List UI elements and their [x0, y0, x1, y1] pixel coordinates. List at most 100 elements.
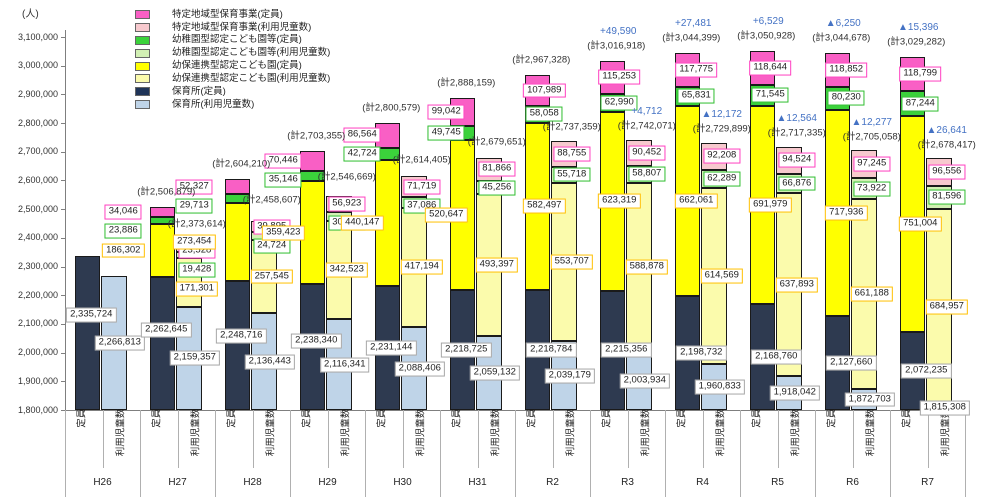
axis-bar-label-riyo: 利用児童数 — [340, 408, 352, 457]
legend-label: 幼稚園型認定こども園等(定員) — [172, 34, 302, 46]
y-axis-tick — [61, 65, 65, 67]
bar-label-separator — [327, 410, 329, 468]
value-label-R6-riyo-yochien: 73,922 — [853, 181, 891, 197]
value-label-H27-teiin-tokutei: 34,046 — [104, 204, 142, 220]
diff-label-R3-riyo: +4,712 — [631, 105, 663, 117]
value-label-R6-riyo-yoho: 661,188 — [850, 286, 893, 302]
value-label-H29-teiin-yoho: 359,423 — [262, 225, 305, 241]
total-label-R5-riyo: (計2,717,335) — [767, 127, 826, 139]
axis-bar-label-teiin: 定員 — [301, 408, 313, 428]
value-label-R4-teiin-hoikusho: 2,198,732 — [676, 345, 727, 361]
legend-label: 特定地域型保育事業(利用児童数) — [172, 21, 312, 33]
category-separator — [515, 410, 516, 497]
y-axis-tick-label: 2,100,000 — [17, 318, 58, 329]
value-label-R3-teiin-yochien: 62,990 — [600, 95, 638, 111]
y-axis-tick-label: 2,800,000 — [17, 117, 58, 128]
axis-year-label: R5 — [771, 477, 784, 488]
y-axis-tick — [61, 381, 65, 383]
value-label-R5-teiin-yochien: 71,545 — [751, 87, 789, 103]
y-axis-tick — [61, 180, 65, 182]
bar-label-separator — [177, 410, 179, 468]
y-axis-tick-label: 1,800,000 — [17, 404, 58, 415]
value-label-R4-riyo-yoho: 614,569 — [700, 268, 743, 284]
diff-label-R4-riyo: ▲12,172 — [701, 109, 742, 121]
axis-year-label: R6 — [846, 477, 859, 488]
bar-label-separator — [477, 410, 479, 468]
total-label-R3-teiin: (計3,016,918) — [587, 40, 646, 52]
value-label-H31-riyo-hoikusho: 2,059,132 — [469, 365, 520, 381]
legend-item: 幼稚園型認定こども園等(利用児童数) — [135, 47, 330, 60]
diff-label-R4-teiin: +27,481 — [675, 17, 712, 29]
value-label-R6-teiin-tokutei: 118,852 — [825, 62, 868, 78]
axis-bar-label-riyo: 利用児童数 — [640, 408, 652, 457]
value-label-R3-teiin-yoho: 623,319 — [598, 193, 641, 209]
axis-bar-label-teiin: 定員 — [826, 408, 838, 428]
axis-bar-label-teiin: 定員 — [751, 408, 763, 428]
value-label-H31-riyo-yoho: 493,397 — [475, 257, 518, 273]
value-label-R4-teiin-tokutei: 117,775 — [675, 62, 718, 78]
bar-segment-yochien-teiin-H28 — [224, 194, 250, 203]
legend-label: 幼保連携型認定こども園(定員) — [172, 60, 302, 72]
category-separator — [290, 410, 291, 497]
value-label-H29-riyo-hoikusho: 2,116,341 — [319, 357, 370, 373]
y-axis-tick-label: 2,300,000 — [17, 261, 58, 272]
y-axis-unit-label: (人) — [22, 9, 39, 20]
value-label-H28-teiin-yochien: 29,713 — [175, 198, 213, 214]
y-axis-tick — [61, 266, 65, 268]
value-label-R6-teiin-yochien: 80,230 — [827, 91, 865, 106]
y-axis-tick — [61, 323, 65, 325]
value-label-H27-riyo-yoho: 171,301 — [175, 281, 218, 297]
axis-year-label: R4 — [696, 477, 709, 488]
value-label-R4-riyo-tokutei: 92,208 — [703, 148, 741, 164]
category-separator — [140, 410, 141, 497]
axis-bar-label-riyo: 利用児童数 — [490, 408, 502, 457]
bar-segment-tokutei-teiin-H28 — [224, 179, 250, 195]
y-axis-tick-label: 2,400,000 — [17, 232, 58, 243]
axis-bar-label-riyo: 利用児童数 — [715, 408, 727, 457]
value-label-H27-teiin-hoikusho: 2,262,645 — [141, 322, 192, 338]
axis-bar-label-riyo: 利用児童数 — [940, 408, 952, 457]
legend-swatch-yochien-riyo — [135, 48, 150, 58]
bar-segment-hoikusho-teiin-H28 — [224, 281, 250, 410]
bar-label-separator — [552, 410, 554, 468]
value-label-H28-riyo-yoho: 257,545 — [250, 269, 293, 284]
y-axis-tick — [61, 209, 65, 211]
y-axis-line — [65, 30, 66, 410]
diff-label-R3-teiin: +49,590 — [600, 25, 637, 37]
legend-swatch-yochien-teiin — [135, 35, 150, 45]
legend-item: 幼保連携型認定こども園(定員) — [135, 60, 330, 73]
legend-item: 幼稚園型認定こども園等(定員) — [135, 34, 330, 47]
value-label-R4-teiin-yochien: 65,831 — [677, 88, 715, 104]
axis-year-label: H31 — [468, 477, 487, 488]
value-label-H31-teiin-tokutei: 99,042 — [427, 104, 465, 120]
value-label-R2-riyo-tokutei: 88,755 — [553, 146, 591, 162]
legend-item: 保育所(定員) — [135, 85, 330, 98]
bar-label-separator — [927, 410, 929, 468]
value-label-R7-riyo-hoikusho: 1,815,308 — [919, 400, 970, 416]
legend-swatch-hoikusho-riyo — [135, 100, 150, 110]
category-separator — [815, 410, 816, 497]
value-label-R5-riyo-hoikusho: 1,918,042 — [769, 385, 820, 401]
legend-label: 特定地域型保育事業(定員) — [172, 8, 283, 20]
value-label-R7-teiin-yoho: 751,004 — [899, 216, 942, 232]
value-label-H29-teiin-tokutei: 70,446 — [264, 153, 302, 169]
bar-segment-yochien-teiin-H27 — [149, 216, 175, 224]
total-label-H31-riyo: (計2,679,651) — [467, 136, 526, 148]
y-axis-tick — [61, 352, 65, 354]
total-label-H27-riyo: (計2,373,614) — [167, 218, 226, 230]
category-separator — [215, 410, 216, 497]
axis-bar-label-teiin: 定員 — [526, 408, 538, 428]
value-label-R7-riyo-yoho: 684,957 — [925, 299, 968, 315]
diff-label-R6-riyo: ▲12,277 — [851, 117, 892, 129]
value-label-H26-riyo-hoikusho: 2,266,813 — [94, 335, 145, 351]
value-label-R3-teiin-hoikusho: 2,215,356 — [601, 342, 652, 358]
y-axis-tick-label: 2,900,000 — [17, 88, 58, 99]
axis-year-label: H26 — [93, 477, 112, 488]
axis-year-label: H30 — [393, 477, 412, 488]
value-label-H31-riyo-tokutei: 81,866 — [478, 161, 516, 177]
category-separator — [740, 410, 741, 497]
axis-bar-label-teiin: 定員 — [226, 408, 238, 428]
value-label-R5-teiin-tokutei: 118,644 — [749, 60, 792, 76]
